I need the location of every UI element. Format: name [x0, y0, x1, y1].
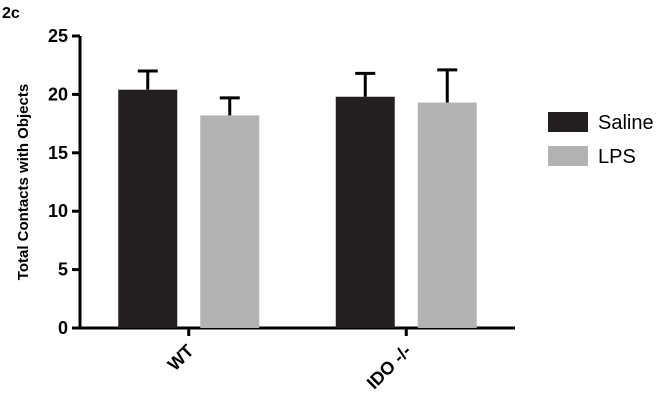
bar	[417, 102, 477, 329]
y-tick-label: 10	[48, 201, 68, 221]
y-axis-title: Total Contacts with Objects	[15, 84, 32, 280]
error-bar	[355, 71, 376, 97]
x-tick-label: WT	[164, 341, 198, 375]
error-bar	[437, 68, 458, 103]
legend-swatch	[548, 112, 588, 132]
y-tick-label: 5	[58, 260, 68, 280]
error-bar	[219, 96, 240, 116]
y-tick-label: 15	[48, 143, 68, 163]
panel-label: 2c	[2, 5, 20, 22]
legend-label: LPS	[598, 146, 636, 168]
bar	[335, 96, 395, 329]
bar	[200, 115, 260, 328]
y-tick-label: 25	[48, 26, 68, 46]
y-tick-label: 0	[58, 318, 68, 338]
legend-label: Saline	[598, 112, 654, 134]
bar	[118, 89, 178, 328]
legend-swatch	[548, 146, 588, 166]
error-bar	[137, 69, 158, 90]
x-tick-label: IDO -/-	[363, 341, 415, 393]
y-tick-label: 20	[48, 84, 68, 104]
